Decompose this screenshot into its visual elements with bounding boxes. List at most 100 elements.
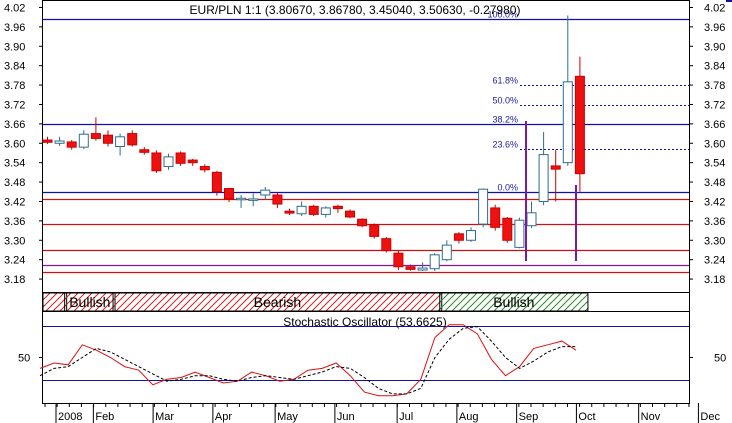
x-tick-label: Feb <box>95 411 114 423</box>
phase-label: Bullish <box>69 294 110 310</box>
y-tick-label-right: 3.36 <box>704 216 725 228</box>
candle-body-down <box>67 142 76 147</box>
candle-body-up <box>261 190 270 195</box>
candle-body-up <box>442 245 451 260</box>
candle-body-up <box>237 198 246 200</box>
osc-tick-label-right: 50 <box>714 353 726 365</box>
candle-body-down <box>454 234 463 240</box>
y-tick-label-left: 3.66 <box>4 119 25 131</box>
candle-body-up <box>79 134 88 147</box>
y-tick-label-right: 3.24 <box>704 255 725 267</box>
fib-level-label: 61.8% <box>492 76 518 86</box>
corner-marker <box>726 0 732 2</box>
phase-label: Bearish <box>254 294 301 310</box>
candle-body-up <box>116 137 125 147</box>
candle-body-up <box>164 157 173 167</box>
candle-body-up <box>430 255 439 269</box>
y-tick-label-right: 3.54 <box>704 158 725 170</box>
candle-body-up <box>55 141 64 143</box>
y-tick-label-right: 3.78 <box>704 80 725 92</box>
candle-body-down <box>140 150 149 153</box>
candle-body-down <box>104 135 113 143</box>
candle-body-up <box>563 82 572 163</box>
x-tick-label: Mar <box>155 411 174 423</box>
y-tick-label-right: 3.84 <box>704 61 725 73</box>
fib-level-label: 0.0% <box>497 183 518 193</box>
y-tick-label-right: 3.72 <box>704 99 725 111</box>
candle-body-down <box>503 218 512 240</box>
phase-strip: Bullish Bearish Bullish <box>43 293 588 311</box>
x-tick-label: Jul <box>399 411 413 423</box>
candle-body-down <box>176 153 185 163</box>
candle-body-down <box>346 211 355 217</box>
candle-body-down <box>285 211 294 213</box>
x-tick-label: Dec <box>700 411 720 423</box>
y-tick-label-right: 4.02 <box>704 2 725 14</box>
candle-body-up <box>249 199 258 201</box>
candle-body-down <box>91 134 100 139</box>
candle-body-down <box>309 206 318 214</box>
candle-body-down <box>382 239 391 251</box>
osc-tick-label-left: 50 <box>18 353 30 365</box>
candle-body-down <box>43 140 52 142</box>
fib-level-label: 23.6% <box>492 140 518 150</box>
candle-body-down <box>333 206 342 208</box>
x-tick-label: May <box>277 411 298 423</box>
y-tick-label-left: 3.42 <box>4 196 25 208</box>
x-tick-label: Nov <box>641 411 661 423</box>
oscillator-title: Stochastic Oscillator (53.6625) <box>283 315 446 329</box>
candle-body-down <box>152 153 161 171</box>
x-tick-label: Jun <box>337 411 355 423</box>
candle-body-down <box>200 167 209 170</box>
candle-body-up <box>467 231 476 241</box>
candle-body-up <box>479 189 488 224</box>
y-tick-label-left: 3.60 <box>4 138 25 150</box>
y-tick-label-right: 3.96 <box>704 22 725 34</box>
x-tick-label: Apr <box>215 411 232 423</box>
candle-body-up <box>539 155 548 202</box>
candle-body-down <box>406 267 415 270</box>
y-tick-label-left: 3.84 <box>4 61 25 73</box>
x-tick-label: Oct <box>578 411 595 423</box>
main-panel-frame <box>43 1 690 293</box>
candle-body-down <box>128 134 137 145</box>
candle-body-down <box>394 253 403 267</box>
candle-body-down <box>188 160 197 163</box>
candle-body-up <box>515 220 524 247</box>
candle-body-down <box>551 166 560 169</box>
y-tick-label-left: 3.30 <box>4 235 25 247</box>
candle-body-up <box>297 206 306 213</box>
candle-body-down <box>225 189 234 199</box>
y-tick-label-right: 3.90 <box>704 41 725 53</box>
candle-body-down <box>370 225 379 237</box>
candle-body-up <box>527 213 536 226</box>
y-tick-label-right: 3.66 <box>704 119 725 131</box>
y-tick-label-left: 3.24 <box>4 255 25 267</box>
phase-block <box>43 293 67 311</box>
y-tick-label-left: 3.96 <box>4 22 25 34</box>
y-tick-label-right: 3.42 <box>704 196 725 208</box>
candle-body-down <box>491 208 500 227</box>
y-tick-label-left: 3.48 <box>4 177 25 189</box>
y-tick-label-left: 4.02 <box>4 2 25 14</box>
y-tick-label-left: 3.36 <box>4 216 25 228</box>
candle-body-up <box>418 268 427 270</box>
y-tick-label-right: 3.30 <box>704 235 725 247</box>
candle-body-down <box>575 76 584 173</box>
phase-label: Bullish <box>493 294 534 310</box>
x-tick-label: Sep <box>519 411 539 423</box>
fib-level-label: 38.2% <box>492 115 518 125</box>
y-tick-label-left: 3.90 <box>4 41 25 53</box>
candle-body-down <box>358 219 367 225</box>
candle-body-up <box>321 208 330 214</box>
x-tick-label: Aug <box>459 411 479 423</box>
y-tick-label-left: 3.78 <box>4 80 25 92</box>
candle-body-down <box>273 195 282 204</box>
y-tick-label-left: 3.18 <box>4 274 25 286</box>
main-chart-title: EUR/PLN 1:1 (3.80670, 3.86780, 3.45040, … <box>190 3 521 17</box>
x-axis: 2008FebMarAprMayJunJulAugSepOctNovDec2 <box>45 403 732 423</box>
fib-level-label: 50.0% <box>492 96 518 106</box>
y-tick-label-left: 3.54 <box>4 158 25 170</box>
y-tick-label-right: 3.60 <box>704 138 725 150</box>
